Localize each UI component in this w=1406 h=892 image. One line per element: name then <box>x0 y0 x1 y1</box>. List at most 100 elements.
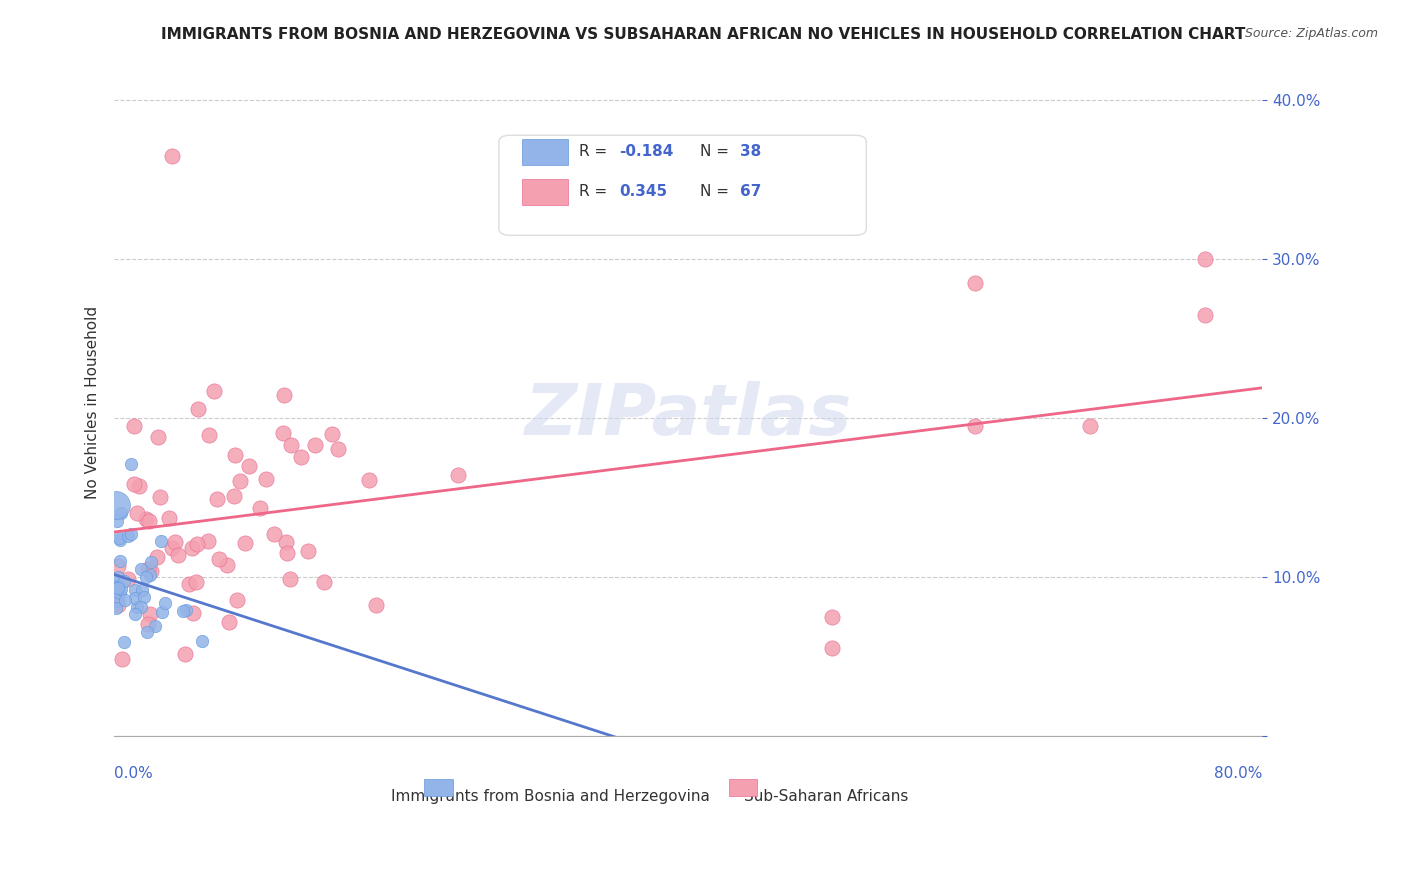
Bar <box>728 779 758 796</box>
Point <box>965 419 987 434</box>
Bar <box>522 138 568 165</box>
Point <box>136 562 159 576</box>
Point <box>198 428 221 442</box>
Point <box>447 467 470 482</box>
Point <box>276 546 298 560</box>
Point <box>174 603 197 617</box>
FancyBboxPatch shape <box>499 136 866 235</box>
Point <box>114 635 136 649</box>
Point <box>314 574 336 589</box>
Point <box>122 476 145 491</box>
Point <box>254 472 277 486</box>
Point <box>271 425 294 440</box>
Text: N =: N = <box>700 185 734 200</box>
Point <box>129 600 152 615</box>
Point <box>120 527 142 541</box>
Point <box>222 489 245 503</box>
Point <box>105 578 128 592</box>
Point <box>186 537 208 551</box>
Point <box>238 458 260 473</box>
Point <box>135 511 157 525</box>
Point <box>107 531 129 545</box>
Point <box>149 491 172 505</box>
Point <box>124 607 146 621</box>
Point <box>150 534 173 549</box>
Point <box>197 534 219 549</box>
Text: R =: R = <box>579 185 613 200</box>
Point <box>208 552 231 566</box>
Point <box>104 601 127 615</box>
Point <box>146 549 169 564</box>
Point <box>191 634 214 648</box>
Y-axis label: No Vehicles in Household: No Vehicles in Household <box>86 306 100 499</box>
Point <box>105 514 128 528</box>
Point <box>107 558 129 573</box>
Point <box>138 616 160 631</box>
Point <box>273 387 295 401</box>
Text: -0.184: -0.184 <box>620 145 673 160</box>
Point <box>114 593 136 607</box>
Point <box>139 565 162 579</box>
Point <box>150 605 173 619</box>
Point <box>224 448 246 462</box>
Point <box>217 558 239 573</box>
Point <box>181 607 204 621</box>
Point <box>107 570 129 584</box>
Point <box>139 555 162 569</box>
Point <box>107 581 129 595</box>
Point <box>117 572 139 586</box>
Point <box>163 535 186 549</box>
Point <box>326 442 349 457</box>
Text: Source: ZipAtlas.com: Source: ZipAtlas.com <box>1244 27 1378 40</box>
Point <box>965 276 987 290</box>
Point <box>153 596 176 610</box>
Text: N =: N = <box>700 145 734 160</box>
Bar <box>425 779 453 796</box>
Point <box>821 641 844 656</box>
Point <box>131 562 153 576</box>
Bar <box>522 178 568 205</box>
Text: 80.0%: 80.0% <box>1215 765 1263 780</box>
Point <box>111 652 134 666</box>
Point <box>321 427 343 442</box>
Point <box>139 568 162 582</box>
Point <box>160 541 183 555</box>
Point <box>125 600 148 615</box>
Point <box>131 582 153 597</box>
Text: 67: 67 <box>740 185 762 200</box>
Point <box>297 544 319 558</box>
Point <box>148 430 170 444</box>
Point <box>125 507 148 521</box>
Point <box>107 593 129 607</box>
Point <box>181 541 204 556</box>
Text: Sub-Saharan Africans: Sub-Saharan Africans <box>744 789 908 804</box>
Text: R =: R = <box>579 145 613 160</box>
Point <box>228 474 250 488</box>
Point <box>359 473 381 487</box>
Point <box>135 570 157 584</box>
Point <box>117 529 139 543</box>
Point <box>304 438 326 452</box>
Point <box>108 585 131 599</box>
Text: 0.345: 0.345 <box>620 185 668 200</box>
Point <box>108 533 131 548</box>
Point <box>174 647 197 661</box>
Point <box>204 384 226 398</box>
Point <box>124 591 146 605</box>
Point <box>138 514 160 528</box>
Point <box>108 554 131 568</box>
Point <box>124 418 146 433</box>
Point <box>124 583 146 598</box>
Text: IMMIGRANTS FROM BOSNIA AND HERZEGOVINA VS SUBSAHARAN AFRICAN NO VEHICLES IN HOUS: IMMIGRANTS FROM BOSNIA AND HERZEGOVINA V… <box>160 27 1246 42</box>
Point <box>104 499 127 513</box>
Point <box>110 582 132 596</box>
Point <box>186 575 208 590</box>
Point <box>134 590 156 604</box>
Text: 38: 38 <box>740 145 761 160</box>
Point <box>233 536 256 550</box>
Point <box>364 599 387 613</box>
Point <box>278 573 301 587</box>
Point <box>280 438 302 452</box>
Point <box>128 478 150 492</box>
Point <box>187 402 209 417</box>
